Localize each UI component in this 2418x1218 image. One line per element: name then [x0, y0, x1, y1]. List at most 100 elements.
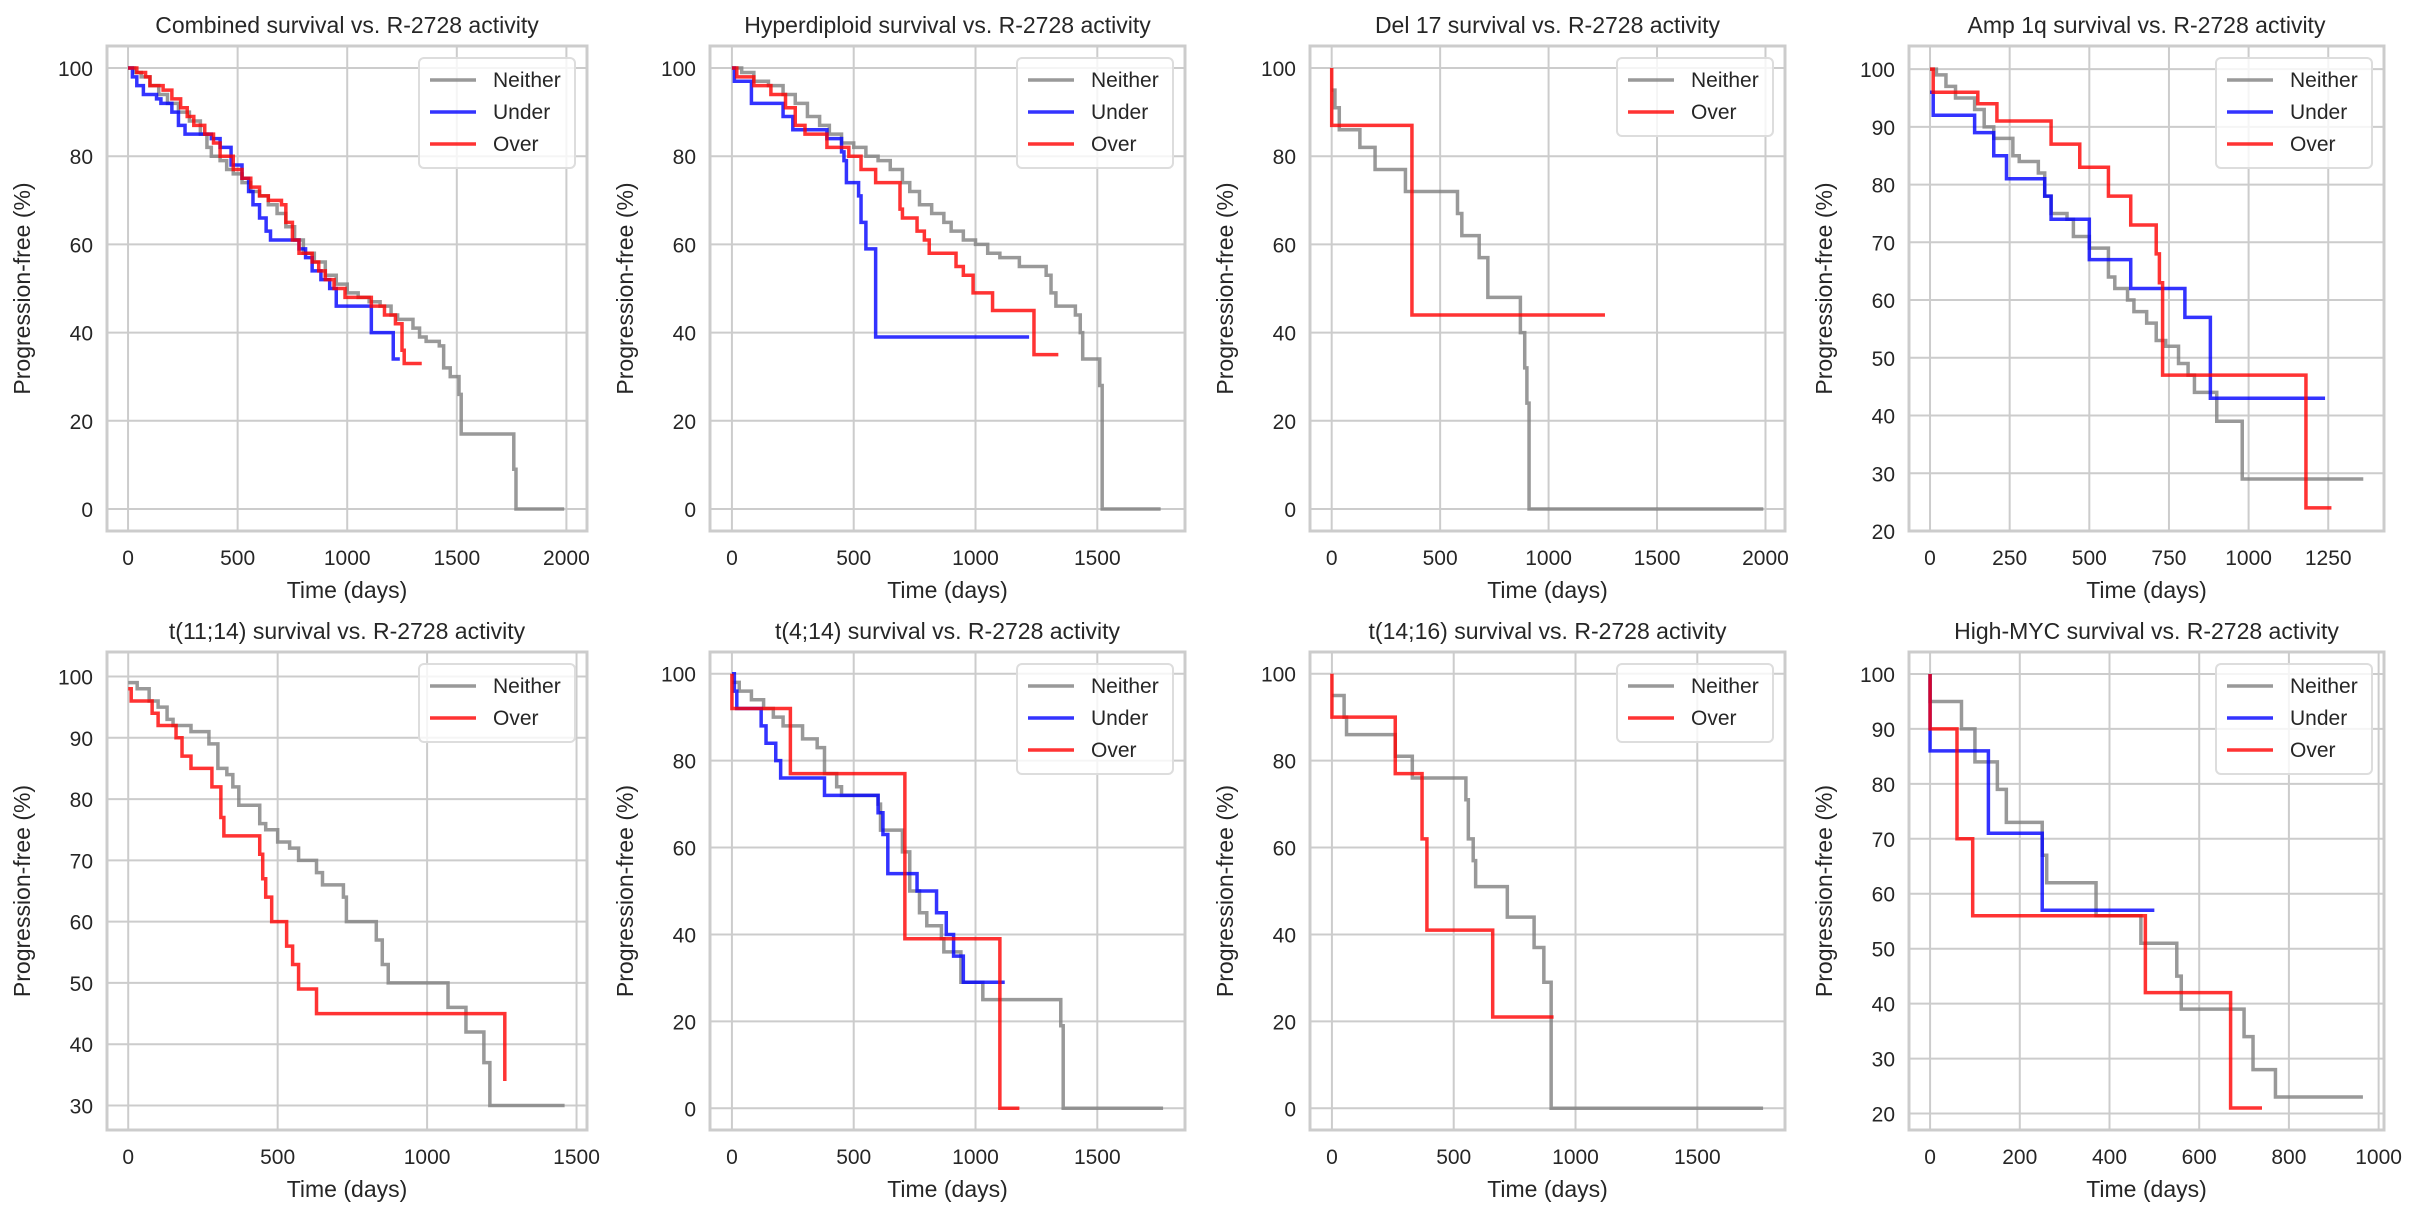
- legend-box: [418, 663, 576, 743]
- y-tick-label: 90: [1872, 719, 1895, 742]
- series-over-curve: [731, 66, 1059, 357]
- legend-label: Over: [493, 133, 539, 156]
- y-tick-label: 50: [1872, 939, 1895, 962]
- y-axis-label: Progression-free (%): [1212, 182, 1238, 394]
- x-tick-label: 1000: [1552, 1146, 1599, 1169]
- x-tick-label: 1000: [952, 1146, 999, 1169]
- y-axis-label: Progression-free (%): [1811, 785, 1837, 997]
- chart-title: t(4;14) survival vs. R-2728 activity: [775, 618, 1121, 644]
- series-under-curve: [731, 66, 1030, 339]
- y-axis-label: Progression-free (%): [612, 182, 638, 394]
- chart-panel: 0 500 1000 1500 0 20 40 60 80 100 t(4;14) survival…: [612, 618, 1187, 1202]
- y-tick-label: 40: [673, 924, 696, 947]
- x-tick-label: 200: [2002, 1146, 2037, 1169]
- legend-label: Neither: [1091, 69, 1159, 92]
- chart-title: t(11;14) survival vs. R-2728 activity: [169, 618, 526, 644]
- x-tick-label: 500: [220, 547, 255, 570]
- y-tick-label: 70: [1872, 232, 1895, 255]
- y-tick-label: 80: [673, 751, 696, 774]
- x-tick-label: 0: [122, 1146, 134, 1169]
- y-tick-label: 30: [1872, 1049, 1895, 1072]
- legend-box: [2215, 663, 2373, 775]
- x-axis-label: Time (days): [1487, 577, 1608, 603]
- legend-label: Neither: [493, 675, 561, 698]
- chart-panel: 0 500 1000 1500 0 20 40 60 80 100 t(14;16) surviva…: [1212, 618, 1787, 1202]
- axes-frame: [105, 44, 589, 533]
- x-tick-label: 0: [1326, 1146, 1338, 1169]
- y-tick-label: 80: [70, 789, 93, 812]
- legend: Neither Over: [1616, 57, 1774, 137]
- legend-label: Neither: [2290, 675, 2358, 698]
- x-axis-label: Time (days): [887, 1176, 1008, 1202]
- x-axis-label: Time (days): [287, 1176, 408, 1202]
- chart-title: Hyperdiploid survival vs. R-2728 activit…: [744, 12, 1151, 38]
- series-under-curve: [1928, 673, 2155, 912]
- chart-panel: 0 500 1000 1500 2000 0 20 40 60 80 100 Combined sur…: [9, 12, 590, 603]
- y-tick-label: 60: [70, 912, 93, 935]
- y-tick-label: 100: [1860, 59, 1895, 82]
- legend-label: Under: [2290, 101, 2347, 124]
- x-tick-label: 1500: [1074, 1146, 1121, 1169]
- y-axis-label: Progression-free (%): [1212, 785, 1238, 997]
- x-tick-label: 0: [726, 1146, 738, 1169]
- y-tick-label: 100: [1860, 664, 1895, 687]
- x-tick-label: 500: [1423, 547, 1458, 570]
- y-axis-label: Progression-free (%): [612, 785, 638, 997]
- x-tick-label: 0: [726, 547, 738, 570]
- x-tick-label: 1500: [1634, 547, 1681, 570]
- x-tick-label: 1000: [2225, 547, 2272, 570]
- y-tick-label: 60: [1273, 234, 1296, 257]
- legend-label: Under: [493, 101, 550, 124]
- y-tick-label: 90: [1872, 117, 1895, 140]
- series-neither-curve: [1331, 88, 1764, 511]
- y-tick-label: 50: [1872, 348, 1895, 371]
- x-axis-label: Time (days): [887, 577, 1008, 603]
- legend-label: Neither: [2290, 69, 2358, 92]
- y-tick-label: 20: [1872, 521, 1895, 544]
- y-tick-label: 60: [1872, 290, 1895, 313]
- y-tick-label: 40: [1273, 323, 1296, 346]
- legend: Neither Under Over: [2215, 663, 2373, 775]
- x-tick-label: 750: [2151, 547, 2186, 570]
- x-tick-label: 1000: [2355, 1146, 2402, 1169]
- legend-label: Over: [2290, 739, 2336, 762]
- x-tick-label: 250: [1992, 547, 2027, 570]
- y-tick-label: 50: [70, 973, 93, 996]
- y-tick-label: 0: [1284, 499, 1296, 522]
- legend-label: Over: [1091, 133, 1137, 156]
- legend-label: Neither: [493, 69, 561, 92]
- axes-frame: [708, 650, 1187, 1132]
- x-tick-label: 500: [836, 547, 871, 570]
- series-neither-curve: [1930, 67, 2364, 481]
- legend-label: Under: [2290, 707, 2347, 730]
- y-tick-label: 70: [70, 850, 93, 873]
- series-under-curve: [1930, 90, 2326, 400]
- y-tick-label: 70: [1872, 829, 1895, 852]
- x-axis-label: Time (days): [1487, 1176, 1608, 1202]
- axes-frame: [1308, 44, 1787, 533]
- legend: Neither Under Over: [418, 57, 576, 169]
- y-tick-label: 30: [70, 1095, 93, 1118]
- y-tick-label: 20: [1273, 411, 1296, 434]
- legend-label: Under: [1091, 101, 1148, 124]
- legend-box: [1616, 57, 1774, 137]
- chart-panel: 0 500 1000 1500 30 40 50 60 70 80 90 100 t(11;14) su…: [9, 618, 600, 1202]
- y-tick-label: 100: [661, 664, 696, 687]
- chart-panel: 0 250 500 750 1000 1250 20 30 40 50 60 70 80 90 100 Amp…: [1811, 12, 2386, 603]
- axes-frame: [1308, 650, 1787, 1132]
- x-axis-label: Time (days): [287, 577, 408, 603]
- chart-title: t(14;16) survival vs. R-2728 activity: [1369, 618, 1727, 644]
- series-under-curve: [128, 66, 400, 361]
- legend-box: [2215, 57, 2373, 169]
- chart-title: High-MYC survival vs. R-2728 activity: [1954, 618, 2339, 644]
- y-tick-label: 80: [673, 146, 696, 169]
- legend-label: Under: [1091, 707, 1148, 730]
- y-tick-label: 20: [673, 411, 696, 434]
- chart-panel: 0 500 1000 1500 2000 0 20 40 60 80 100 Del 17 survi…: [1212, 12, 1789, 603]
- series-neither-curve: [128, 680, 565, 1108]
- chart-panel: 0 200 400 600 800 1000 20 30 40 50 60 70 80 90 100 High…: [1811, 618, 2402, 1202]
- chart-title: Del 17 survival vs. R-2728 activity: [1375, 12, 1721, 38]
- y-tick-label: 40: [70, 323, 93, 346]
- x-tick-label: 1000: [324, 547, 371, 570]
- y-tick-label: 100: [58, 667, 93, 690]
